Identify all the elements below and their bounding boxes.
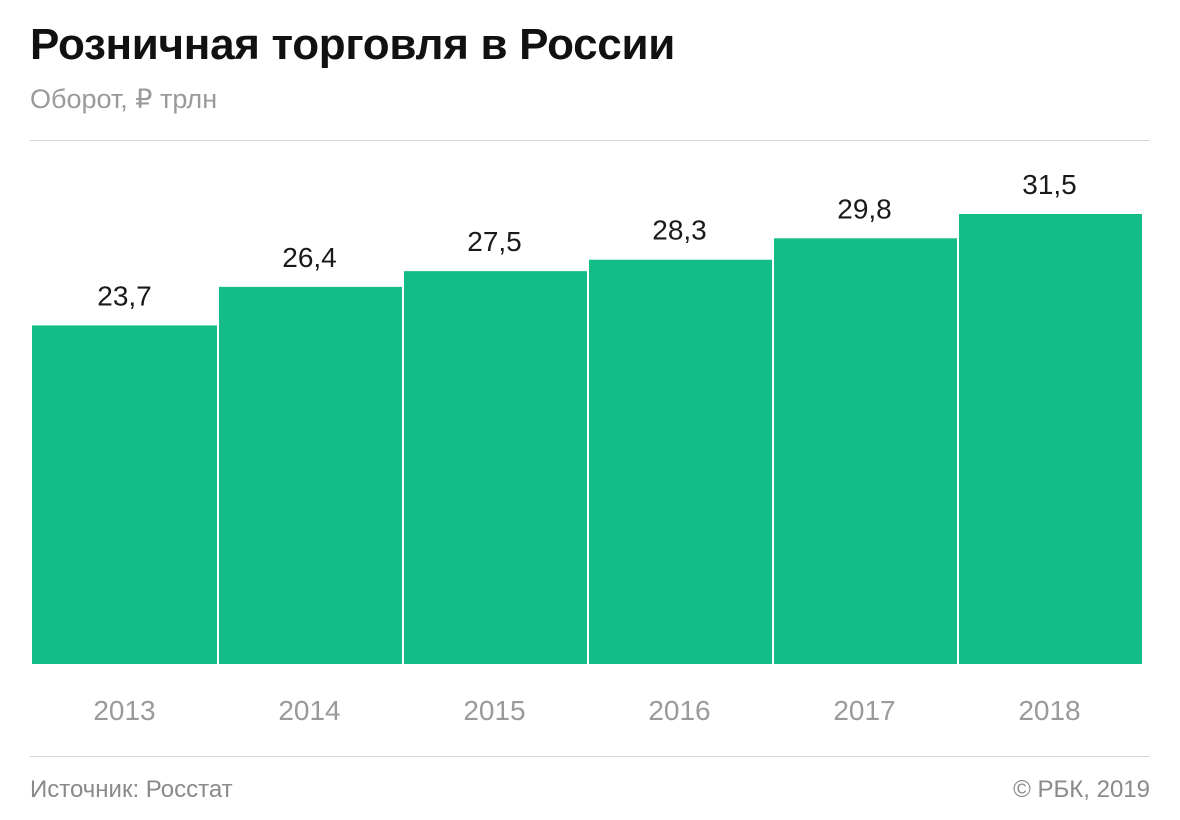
bar-2013 (32, 325, 217, 664)
bar-value-label: 26,4 (282, 242, 337, 273)
bar-value-label: 28,3 (652, 215, 707, 246)
bottom-divider (30, 756, 1150, 757)
bar-value-label: 31,5 (1022, 169, 1077, 200)
bar-2016 (589, 259, 772, 664)
copyright-credit: © РБК, 2019 (1013, 776, 1150, 803)
x-axis-tick-label: 2015 (463, 695, 525, 726)
source-note: Источник: Росстат (30, 776, 233, 803)
x-axis-tick-label: 2013 (93, 695, 155, 726)
bar-2017 (774, 238, 957, 665)
bar-2015 (404, 271, 587, 664)
x-axis-tick-label: 2018 (1018, 695, 1080, 726)
x-axis-tick-label: 2017 (833, 695, 895, 726)
bar-value-label: 29,8 (837, 193, 892, 224)
bar-value-label: 27,5 (467, 226, 522, 257)
bar-2018 (959, 214, 1142, 664)
bar-value-label: 23,7 (97, 280, 152, 311)
top-divider (30, 140, 1150, 141)
chart-title: Розничная торговля в России (30, 20, 675, 69)
chart-subtitle: Оборот, ₽ трлн (30, 84, 218, 114)
x-axis-tick-label: 2016 (648, 695, 710, 726)
bar-2014 (219, 286, 402, 664)
x-axis-tick-label: 2014 (278, 695, 340, 726)
